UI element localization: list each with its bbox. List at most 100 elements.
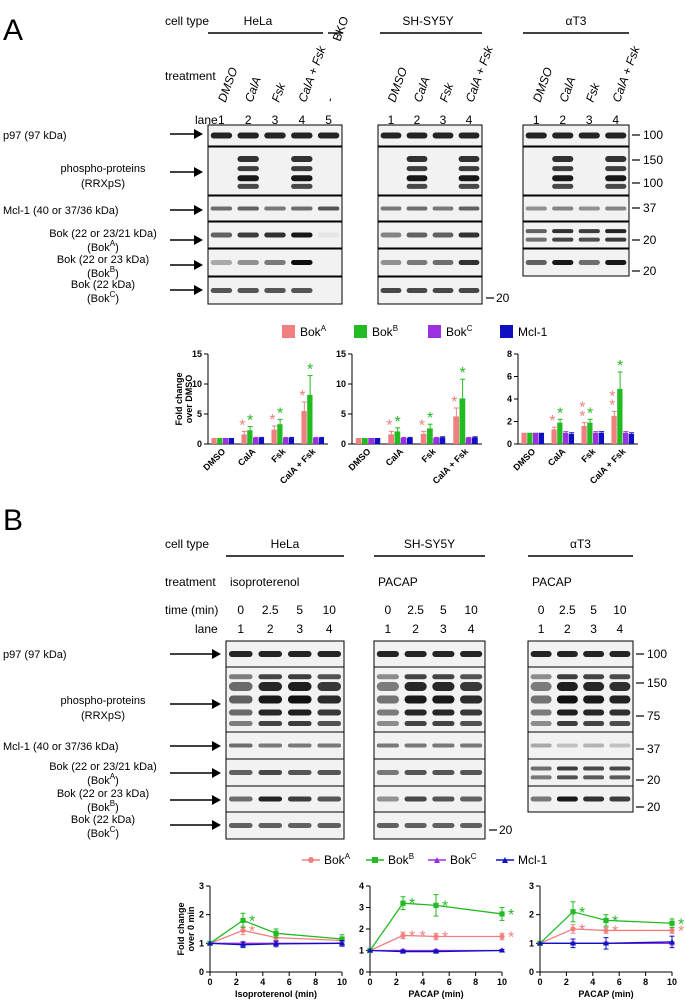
series-line (539, 911, 673, 944)
mw-marker-20-b-sh: 20 (499, 823, 513, 837)
significance-star: * (409, 896, 415, 913)
band (525, 229, 547, 234)
lane-number: 3 (272, 113, 279, 127)
y-tick-label: 15 (192, 349, 202, 359)
b-row-label-sub-4: (BokB) (87, 799, 119, 814)
band (404, 770, 427, 775)
bar (439, 437, 446, 444)
legend-label-2: BokC (446, 324, 473, 339)
y-tick-label: 2 (507, 417, 512, 427)
group-at3-label: αT3 (566, 14, 587, 28)
band (237, 183, 259, 189)
y-tick-label: 0 (199, 967, 204, 977)
blot-a-at3-bokb (522, 248, 630, 277)
band (404, 674, 427, 680)
b-row-label-4: Bok (22 or 23 kDa) (57, 788, 149, 800)
band (458, 183, 480, 189)
treatment-label-1: CalA (411, 75, 433, 104)
band (605, 260, 627, 265)
data-point (603, 927, 609, 934)
band (317, 206, 340, 211)
data-point (669, 938, 675, 944)
b-group-label-2: αT3 (570, 537, 591, 551)
band (376, 796, 399, 802)
significance-star: * (579, 905, 585, 922)
treatment-label: treatment (165, 69, 216, 83)
blot-b-hela-mcl1 (225, 731, 345, 760)
band (258, 823, 283, 828)
band (609, 721, 631, 727)
category-label: Fsk (420, 446, 439, 465)
series-line (209, 919, 343, 944)
time-point: 5 (590, 603, 597, 617)
significance-star: * (617, 358, 623, 375)
band (237, 206, 259, 211)
bar (581, 426, 587, 444)
y-tick-label: 0 (529, 967, 534, 977)
bar (313, 438, 319, 444)
band (583, 651, 605, 657)
band (552, 175, 574, 182)
band (264, 206, 286, 211)
y-tick-label: 8 (507, 349, 512, 359)
blot-a-at3-mcl1 (522, 195, 630, 222)
band (432, 743, 455, 748)
series-line (209, 929, 343, 944)
y-tick-label: 4 (507, 394, 512, 404)
significance-star: * (587, 405, 593, 422)
x-axis-label: Isoproterenol (min) (235, 989, 317, 999)
blot-a-hela-bokc (207, 276, 343, 305)
band (406, 232, 428, 238)
b-row-label-5: Bok (22 kDa) (71, 814, 135, 826)
category-label: CalA (236, 446, 258, 468)
band (404, 651, 427, 657)
legend-swatch (354, 325, 367, 338)
lane-number: 2 (414, 113, 421, 127)
treatment-label-1: CalA (556, 75, 578, 104)
x-tick-label: 0 (207, 977, 212, 987)
bar (420, 433, 427, 444)
band (237, 232, 259, 238)
lane-number: 1 (533, 113, 540, 127)
band (380, 206, 402, 211)
blot-b-hela-boka (225, 758, 345, 787)
mw-marker-b-3: 37 (647, 742, 661, 756)
band (556, 766, 578, 771)
bar (407, 438, 413, 444)
blot-b-hela-bokb (225, 785, 345, 813)
significance-star: * (307, 362, 313, 379)
band (530, 721, 552, 727)
bar (557, 422, 563, 444)
band (317, 721, 342, 727)
x-tick-label: 10 (337, 977, 347, 987)
legend-label-1: BokB (372, 324, 398, 339)
band (287, 721, 312, 727)
row-label-2: Mcl-1 (40 or 37/36 kDa) (3, 205, 119, 217)
series-line (369, 949, 503, 953)
data-point (499, 911, 505, 917)
band (458, 232, 480, 238)
band (291, 206, 313, 211)
b-treatment-2: PACAP (532, 575, 572, 589)
band (432, 260, 454, 265)
band (210, 232, 233, 238)
time-point: 0 (538, 603, 545, 617)
data-point (400, 948, 406, 954)
significance-star: * (508, 930, 514, 947)
legend-swatch (500, 325, 513, 338)
significance-star: * (269, 412, 275, 429)
category-label: CalA (546, 446, 568, 468)
bar (472, 437, 478, 444)
band (609, 695, 631, 704)
band (552, 229, 574, 234)
category-label: DMSO (511, 446, 537, 472)
category-label: CalA + Fsk (431, 446, 471, 486)
band (583, 695, 605, 704)
band (291, 156, 313, 162)
treatment-label-2: Fsk (269, 80, 289, 104)
x-axis-label: PACAP (min) (578, 989, 633, 999)
time-point: 2.5 (559, 603, 576, 617)
bar (394, 431, 401, 444)
band (380, 132, 402, 139)
